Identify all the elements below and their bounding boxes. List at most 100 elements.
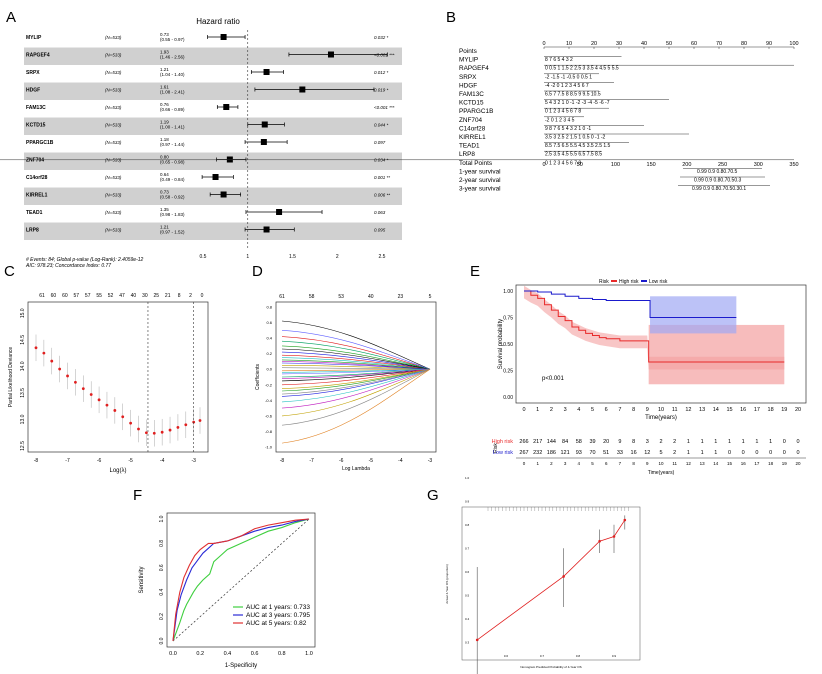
nomogram-row-label: Points bbox=[459, 48, 477, 55]
roc-xlabel: 1-Specificity bbox=[225, 663, 257, 669]
km-x-tick: 20 bbox=[795, 407, 801, 413]
forest-hr-text: 0.76 bbox=[160, 102, 169, 107]
forest-ci-text: (1.08 - 2.41) bbox=[160, 90, 185, 95]
lasso-coefficient-path bbox=[281, 336, 431, 370]
lasso-cv-y-tick: 15.0 bbox=[20, 308, 26, 318]
forest-hr-box bbox=[260, 139, 267, 145]
risk-table-low-cell: 70 bbox=[589, 450, 595, 456]
forest-row-shade bbox=[24, 47, 402, 65]
calibration-x-tick: 0.8 bbox=[576, 654, 581, 658]
lasso-path-y-tick: 0.2 bbox=[266, 351, 272, 356]
km-x-tick: 18 bbox=[768, 407, 774, 413]
nomogram-variable-scale: -2 -1.5 -1 -0.5 0 0.5 1 bbox=[545, 74, 592, 80]
nomogram-points-tick-label: 60 bbox=[691, 41, 697, 47]
calibration-y-tick: 0.3 bbox=[465, 640, 470, 644]
lasso-cv-point bbox=[152, 431, 156, 435]
forest-p-text: 0.095 bbox=[374, 228, 386, 233]
lasso-cv-point bbox=[105, 403, 109, 407]
calibration-y-tick: 0.5 bbox=[465, 593, 470, 597]
forest-gene-label: ZNF704 bbox=[26, 158, 44, 164]
lasso-path-ylabel: Coefficients bbox=[255, 363, 261, 390]
nomogram-row-label: LRP8 bbox=[459, 151, 475, 158]
km-x-tick: 8 bbox=[632, 407, 635, 413]
forest-hr-box bbox=[223, 104, 230, 110]
km-high-ci-band bbox=[648, 324, 785, 385]
km-x-tick: 17 bbox=[754, 407, 760, 413]
risk-table-x-tick: 2 bbox=[550, 461, 553, 466]
nomogram-points-tick-label: 30 bbox=[616, 41, 622, 47]
lasso-cv-x-tick: -6 bbox=[97, 458, 102, 464]
nomogram-variable-scale: -2 0 1 2 3 4 5 bbox=[545, 117, 575, 123]
nomogram-points-tick-label: 100 bbox=[789, 41, 798, 47]
nomogram-total-tick: 0 bbox=[542, 162, 545, 168]
nomogram-points-tick-label: 90 bbox=[766, 41, 772, 47]
nomogram-points-tick-label: 10 bbox=[566, 41, 572, 47]
lasso-cv-top-tick: 52 bbox=[108, 293, 114, 299]
forest-p-text: <0.001 *** bbox=[374, 105, 395, 110]
risk-table-low-cell: 5 bbox=[659, 450, 662, 456]
nomogram-row-label: TEAD1 bbox=[459, 143, 480, 150]
roc-y-tick: 0.2 bbox=[159, 613, 165, 620]
lasso-cv-top-tick: 2 bbox=[189, 293, 192, 299]
forest-gene-label: HDGF bbox=[26, 88, 40, 94]
lasso-path-top-tick: 40 bbox=[368, 294, 374, 300]
nomogram-survival-scale: 0.99 0.9 0.80.70.50.3 bbox=[694, 178, 741, 184]
km-low-ci-band bbox=[650, 296, 737, 334]
lasso-path-x-tick: -7 bbox=[309, 458, 314, 464]
calibration-point bbox=[475, 638, 479, 642]
lasso-coefficient-path bbox=[281, 368, 431, 382]
lasso-cv-point bbox=[198, 419, 202, 422]
lasso-path-x-tick: -8 bbox=[280, 458, 285, 464]
forest-gene-label: FAM13C bbox=[26, 105, 46, 111]
lasso-coefficient-path bbox=[281, 362, 431, 370]
forest-hr-box bbox=[263, 226, 270, 233]
forest-row-shade bbox=[24, 152, 402, 170]
km-high-ci-band bbox=[524, 285, 785, 370]
nomogram-points-tick-label: 20 bbox=[591, 41, 597, 47]
km-low-risk-curve bbox=[524, 290, 737, 318]
risk-table-high-cell: 1 bbox=[742, 439, 745, 445]
km-xlabel: Time(years) bbox=[645, 415, 677, 421]
calibration-x-tick: 0.7 bbox=[540, 654, 545, 658]
forest-p-text: 0.032 * bbox=[374, 35, 389, 40]
nomogram-total-tick: 150 bbox=[647, 162, 656, 168]
calibration-xlabel: Nomogram Predicted Probability of 4-Year… bbox=[520, 665, 581, 669]
risk-table-x-tick: 3 bbox=[564, 461, 567, 466]
lasso-cv-top-tick: 30 bbox=[142, 293, 148, 299]
risk-table-low-cell: 2 bbox=[673, 450, 676, 456]
nomogram-variable-scale: 8.5 7.5 6.5 5.5 4.5 3.5 2.5 1.5 bbox=[545, 143, 611, 149]
risk-table-x-tick: 6 bbox=[605, 461, 608, 466]
lasso-path-y-tick: -0.6 bbox=[265, 413, 273, 418]
lasso-path-y-tick: 0.6 bbox=[266, 320, 272, 325]
lasso-cv-x-tick: -4 bbox=[160, 458, 165, 464]
lasso-cv-x-tick: -5 bbox=[128, 458, 133, 464]
risk-table-high-cell: 1 bbox=[714, 439, 717, 445]
risk-table-x-tick: 1 bbox=[536, 461, 539, 466]
lasso-cv-point bbox=[81, 387, 85, 391]
nomogram: PointsMYLIPRAPGEF4SRPXHDGFFAM13CKCTD15PP… bbox=[0, 41, 799, 193]
risk-table-x-tick: 14 bbox=[713, 461, 719, 466]
lasso-path-y-tick: -1.0 bbox=[265, 445, 273, 450]
risk-table-x-tick: 15 bbox=[727, 461, 733, 466]
forest-row-shade bbox=[24, 117, 402, 135]
calibration-line bbox=[476, 519, 626, 641]
lasso-path-x-tick: -5 bbox=[369, 458, 374, 464]
nomogram-row-label: 3-year survival bbox=[459, 186, 501, 193]
lasso-cv-point bbox=[42, 351, 46, 355]
km-y-tick: 0.00 bbox=[503, 395, 513, 401]
calibration-point bbox=[623, 518, 627, 522]
risk-table-x-tick: 0 bbox=[523, 461, 526, 466]
panel-label-g: G bbox=[427, 487, 439, 504]
lasso-coefficient-path bbox=[281, 357, 431, 370]
nomogram-variable-scale: 0 1 2 3 4 5 6 7 8 bbox=[545, 160, 581, 166]
forest-x-tick: 2 bbox=[336, 254, 339, 260]
km-x-tick: 5 bbox=[591, 407, 594, 413]
km-y-tick: 1.00 bbox=[503, 289, 513, 295]
lasso-path-x-tick: -6 bbox=[339, 458, 344, 464]
nomogram-total-tick: 200 bbox=[682, 162, 691, 168]
risk-table-x-tick: 5 bbox=[591, 461, 594, 466]
lasso-cv-point bbox=[74, 380, 77, 384]
forest-footer-1: # Events: 84; Global p-value (Log-Rank):… bbox=[26, 257, 144, 263]
forest-ci-text: (0.97 - 1.52) bbox=[160, 230, 185, 235]
forest-hr-text: 0.64 bbox=[160, 172, 169, 177]
